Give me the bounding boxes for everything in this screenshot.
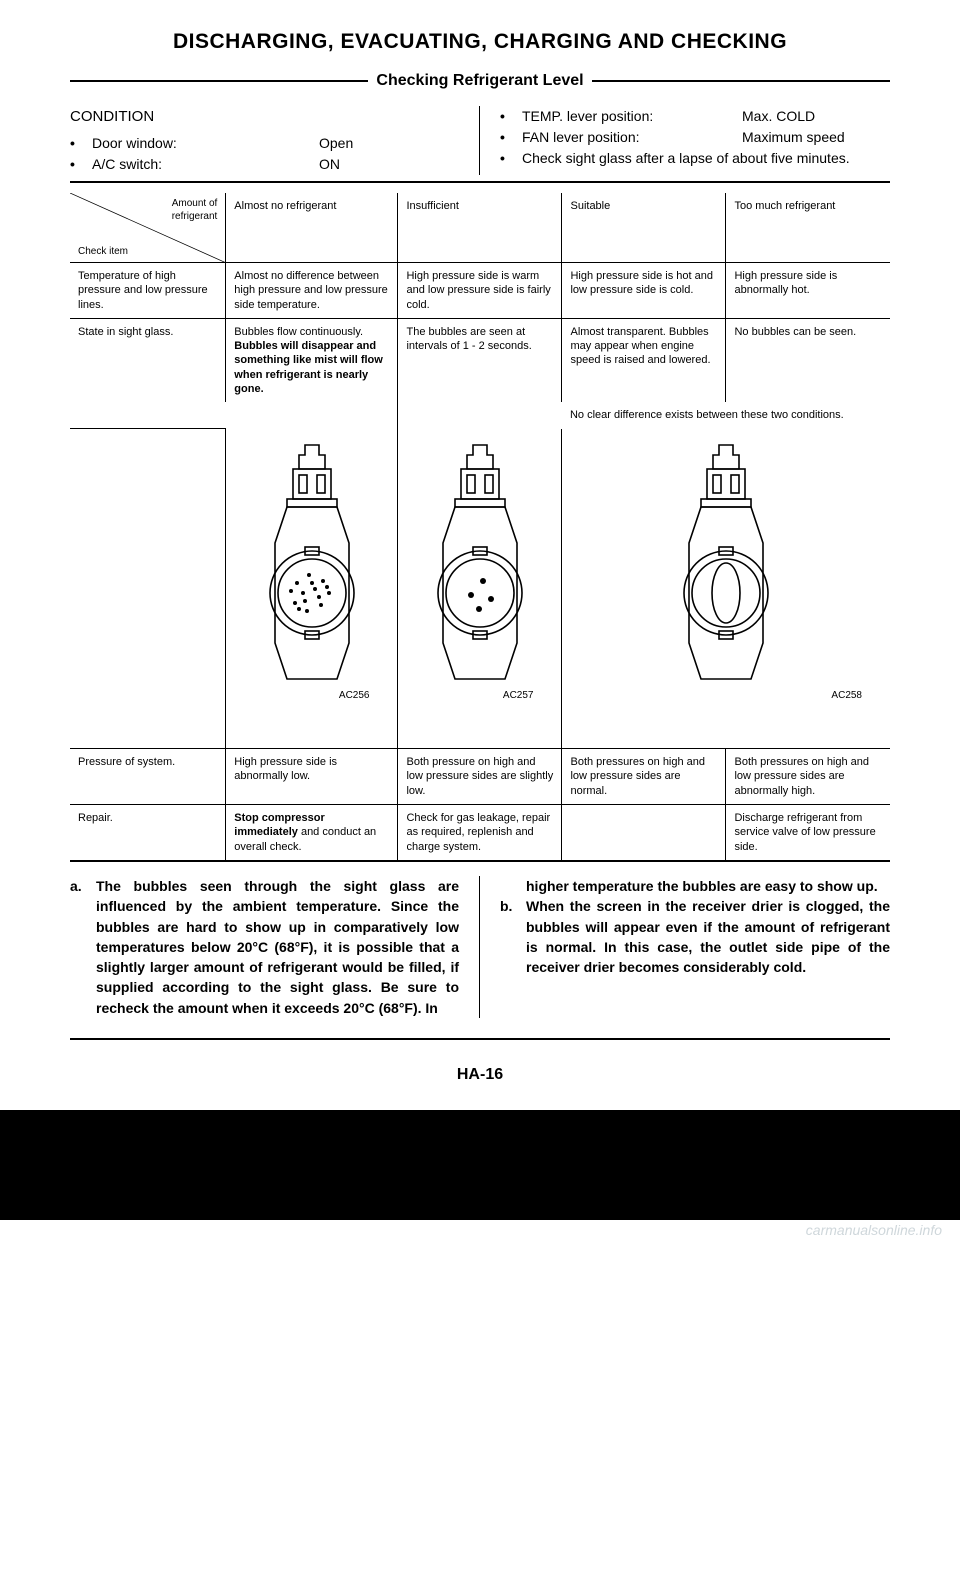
refrigerant-table: Amount of refrigerant Check item Almost … [70,193,890,862]
table-header-diagonal: Amount of refrigerant Check item [70,193,226,263]
condition-row: • A/C switch: ON [70,154,459,175]
condition-row: • Check sight glass after a lapse of abo… [500,148,882,169]
page-title: DISCHARGING, EVACUATING, CHARGING AND CH… [70,30,890,54]
sight-glass-icon [671,443,781,683]
table-row: Temperature of high pressure and low pre… [70,263,890,319]
note-text: The bubbles seen through the sight glass… [96,876,459,1018]
table-row-diagrams: AC256 [70,429,890,749]
table-row: State in sight glass. Bubbles flow conti… [70,318,890,402]
table-row: Pressure of system. High pressure side i… [70,749,890,805]
notes-block: a. The bubbles seen through the sight gl… [70,862,890,1040]
page-number: HA-16 [70,1040,890,1110]
note-text: When the screen in the receiver drier is… [526,896,890,977]
condition-row: • FAN lever position: Maximum speed [500,127,882,148]
note-marker: a. [70,876,96,1018]
watermark: carmanualsonline.info [0,1220,960,1246]
table-header: Insufficient [398,193,562,263]
condition-block: CONDITION • Door window: Open • A/C swit… [70,106,890,183]
section-subtitle: Checking Refrigerant Level [70,72,890,90]
footer-bar [0,1110,960,1220]
table-header: Too much refrigerant [726,193,890,263]
condition-title: CONDITION [70,106,459,129]
sight-glass-icon [257,443,367,683]
table-header: Suitable [562,193,726,263]
table-row: Repair. Stop compressor immediately and … [70,805,890,861]
table-header: Almost no refrigerant [226,193,398,263]
sight-glass-icon [425,443,535,683]
condition-row: • Door window: Open [70,133,459,154]
condition-row: • TEMP. lever position: Max. COLD [500,106,882,127]
note-marker: b. [500,896,526,977]
note-text: higher temperature the bubbles are easy … [526,876,890,896]
